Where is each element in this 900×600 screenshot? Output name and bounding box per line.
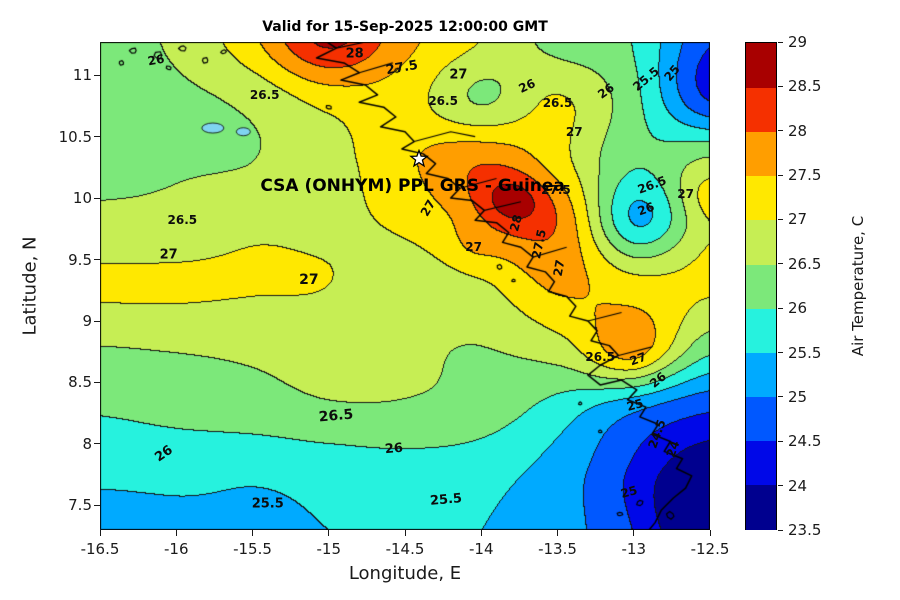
x-tick-mark (404, 530, 406, 536)
colorbar-band (746, 352, 776, 398)
y-tick-mark (94, 259, 100, 261)
colorbar-band (746, 484, 776, 530)
contour-label: 28 (345, 46, 364, 62)
contour-label: 27 (677, 187, 694, 202)
colorbar-tick-label: 28.5 (788, 77, 822, 96)
colorbar-tick-mark (778, 41, 783, 43)
x-tick-mark (709, 530, 711, 536)
y-tick-label: 9.5 (68, 250, 92, 269)
contour-label: 27 (299, 272, 319, 289)
colorbar-tick-mark (778, 174, 783, 176)
contour-map-canvas (100, 42, 710, 530)
x-tick-mark (328, 530, 330, 536)
x-tick-label: -15 (316, 540, 342, 558)
y-tick-mark (94, 381, 100, 383)
colorbar-tick-mark (778, 485, 783, 487)
y-tick-label: 10 (72, 189, 92, 208)
y-tick-label: 10.5 (58, 127, 92, 146)
colorbar-tick-label: 29 (788, 33, 808, 51)
colorbar-tick-mark (778, 130, 783, 132)
y-axis-label: Latitude, N (19, 236, 41, 336)
colorbar-tick-label: 26 (788, 299, 808, 318)
colorbar-band (746, 175, 776, 221)
x-tick-mark (99, 530, 101, 536)
y-tick-mark (94, 320, 100, 322)
x-tick-mark (252, 530, 253, 536)
contour-label: 26.5 (249, 87, 280, 102)
colorbar-band (746, 87, 776, 132)
colorbar-band (746, 219, 776, 265)
y-tick-label: 9 (82, 312, 92, 331)
colorbar-tick-label: 24 (788, 476, 808, 495)
y-tick-mark (94, 443, 100, 445)
y-tick-label: 7.5 (68, 496, 92, 515)
colorbar-tick-label: 23.5 (788, 521, 822, 539)
contour-label: 27 (449, 67, 468, 83)
x-tick-mark (480, 530, 482, 536)
x-tick-label: -13 (621, 540, 647, 558)
contour-label: 26.5 (318, 406, 355, 426)
contour-label: 26.5 (585, 349, 615, 364)
colorbar-label: Air Temperature, C (849, 215, 867, 357)
colorbar (745, 42, 777, 530)
star-icon (408, 148, 429, 168)
colorbar-band (746, 308, 776, 353)
colorbar-tick-mark (778, 85, 783, 87)
colorbar-tick-label: 28 (788, 121, 808, 140)
colorbar-band (746, 440, 776, 486)
colorbar-band (746, 396, 776, 442)
x-tick-label: -15.5 (233, 540, 272, 558)
x-tick-label: -14 (469, 540, 494, 558)
colorbar-tick-mark (778, 218, 783, 220)
contour-label: 27 (565, 124, 583, 139)
colorbar-tick-label: 27 (788, 210, 808, 229)
x-axis-label: Longitude, E (348, 563, 462, 584)
contour-label: 26.5 (428, 94, 458, 108)
colorbar-tick-label: 24.5 (788, 432, 822, 451)
contour-label: 27 (550, 258, 568, 278)
x-tick-label: -16.5 (80, 540, 120, 558)
contour-label: 27.5 (541, 182, 571, 197)
x-tick-mark (557, 530, 558, 536)
contour-label: 27 (159, 247, 178, 263)
contour-label: 26.5 (167, 213, 198, 228)
y-tick-mark (94, 136, 100, 138)
colorbar-tick-mark (778, 440, 783, 442)
colorbar-tick-mark (778, 529, 783, 531)
colorbar-tick-mark (778, 352, 783, 354)
y-tick-label: 11 (72, 66, 92, 85)
colorbar-band (746, 263, 776, 309)
y-tick-mark (94, 504, 100, 506)
y-tick-label: 8 (82, 434, 92, 453)
contour-label: 27 (465, 240, 482, 255)
x-tick-mark (175, 530, 177, 536)
y-tick-mark (94, 197, 100, 199)
colorbar-tick-label: 26.5 (788, 254, 822, 273)
x-tick-label: -16 (164, 540, 189, 558)
x-tick-label: -12.5 (690, 540, 730, 558)
y-tick-label: 8.5 (68, 373, 92, 392)
y-tick-mark (94, 74, 100, 76)
colorbar-tick-mark (778, 307, 783, 309)
colorbar-tick-label: 27.5 (788, 166, 822, 185)
contour-label: 25.5 (251, 496, 284, 512)
contour-label: 26.5 (542, 96, 573, 111)
colorbar-band (746, 131, 776, 177)
x-tick-label: -14.5 (385, 540, 425, 558)
colorbar-tick-label: 25 (788, 387, 808, 406)
contour-label: 26 (384, 440, 404, 458)
plot-title: Valid for 15-Sep-2025 12:00:00 GMT (262, 19, 548, 35)
x-tick-mark (633, 530, 635, 536)
colorbar-tick-mark (778, 263, 783, 265)
colorbar-tick-mark (778, 396, 783, 398)
x-tick-label: -13.5 (538, 540, 577, 558)
colorbar-band (746, 43, 776, 88)
region-annotation: CSA (ONHYM) PPL GRS - Guinea (260, 175, 565, 196)
colorbar-tick-label: 25.5 (788, 343, 822, 362)
star-marker (408, 148, 429, 169)
